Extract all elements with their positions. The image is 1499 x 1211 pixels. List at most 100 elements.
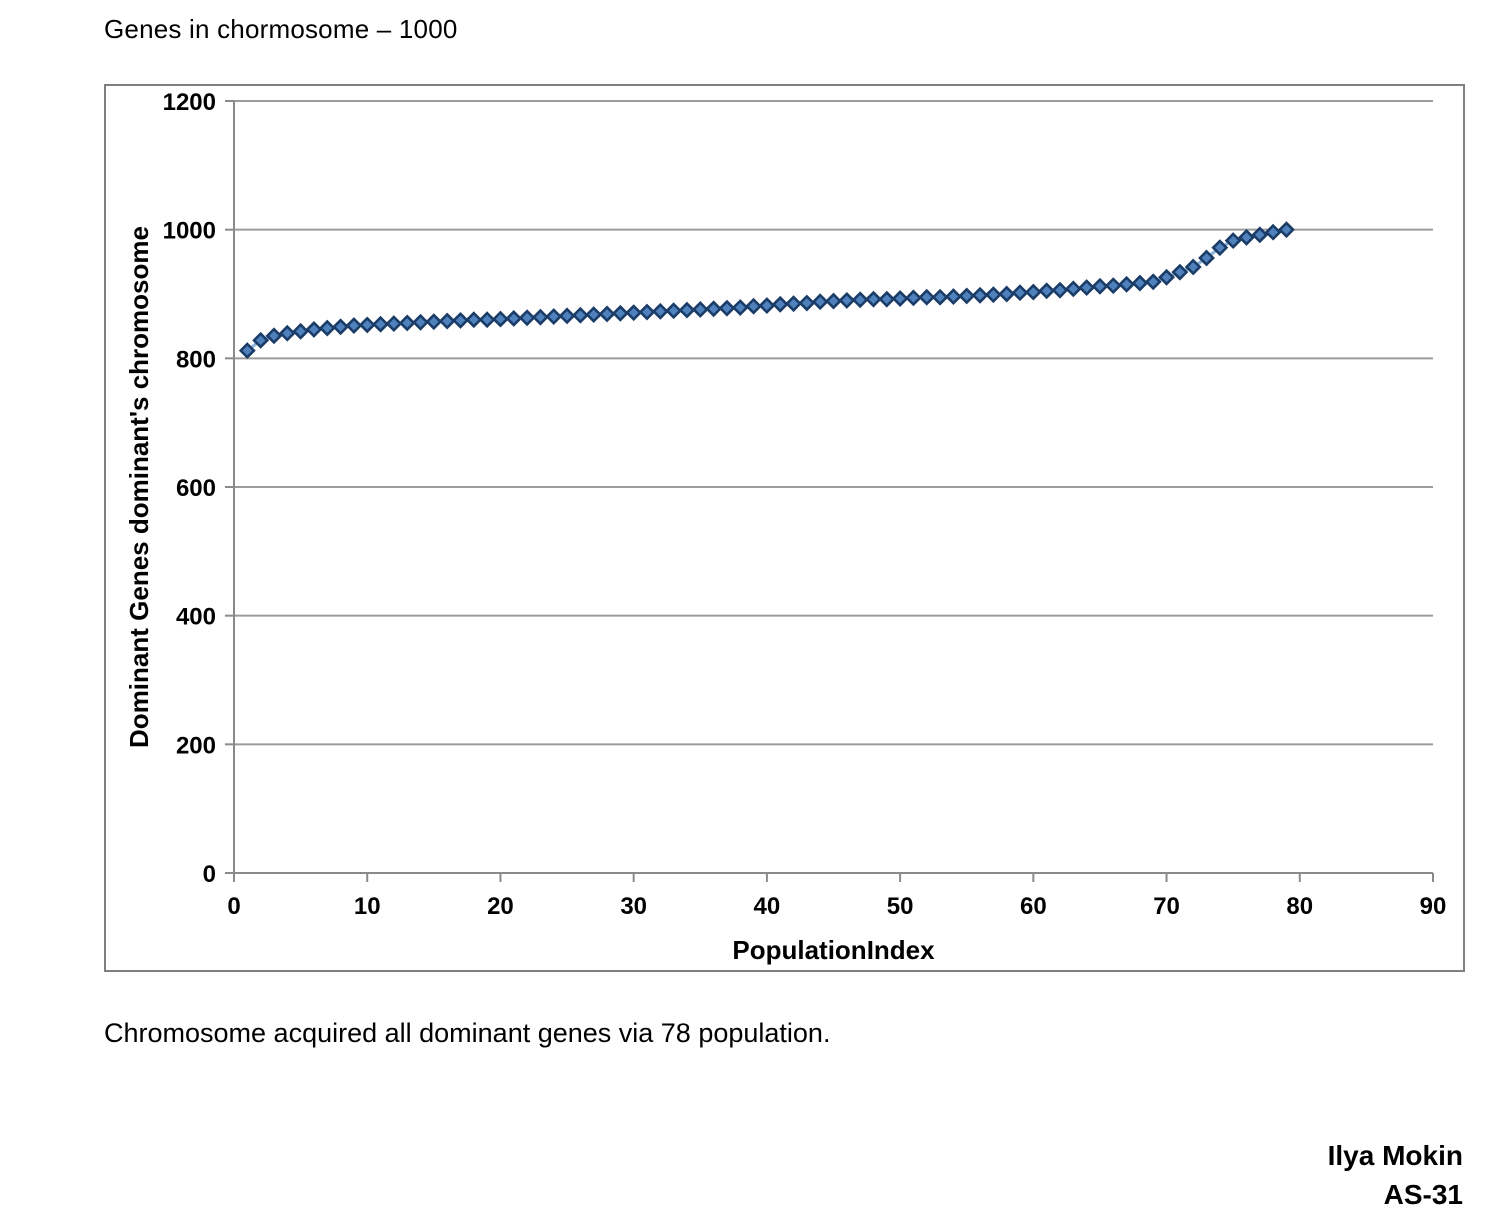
data-point xyxy=(811,293,829,311)
data-point xyxy=(412,313,429,331)
data-point xyxy=(1038,282,1056,300)
data-point xyxy=(478,311,496,329)
data-point xyxy=(678,301,696,319)
data-point xyxy=(1158,268,1175,286)
tick-labels: 0 200 400 600 800 1000 1200 0 10 20 30 40 50 60 70 80 90 xyxy=(163,89,1447,920)
axes xyxy=(225,100,1434,882)
y-tick-label: 400 xyxy=(176,604,216,631)
x-tick-label: 30 xyxy=(620,893,647,920)
data-point xyxy=(904,289,922,307)
data-point xyxy=(918,288,936,306)
caption-text: Chromosome acquired all dominant genes v… xyxy=(104,1018,831,1048)
y-tick-label: 200 xyxy=(176,732,216,759)
data-point xyxy=(705,300,723,318)
data-point xyxy=(425,313,443,331)
data-point xyxy=(505,310,523,327)
data-point xyxy=(1184,258,1202,276)
x-axis-title: PopulationIndex xyxy=(732,935,935,965)
data-point xyxy=(878,290,896,308)
y-tick-label: 1000 xyxy=(163,218,216,245)
data-point xyxy=(492,310,509,328)
data-point xyxy=(785,295,802,313)
data-point xyxy=(731,299,749,316)
data-point xyxy=(452,311,469,329)
data-point xyxy=(372,315,389,333)
signature-block: Ilya Mokin AS-31 xyxy=(1328,1136,1463,1211)
data-point xyxy=(998,285,1016,303)
x-tick-label: 10 xyxy=(354,893,381,920)
data-point xyxy=(984,286,1002,304)
data-point xyxy=(891,290,909,307)
data-point xyxy=(318,319,336,337)
x-tick-label: 0 xyxy=(227,893,240,920)
data-point xyxy=(332,318,350,336)
scatter-plot: 0 200 400 600 800 1000 1200 0 10 20 30 40 50 60 70 80 90… xyxy=(124,89,1447,965)
data-point xyxy=(944,288,962,306)
data-point xyxy=(865,290,882,308)
data-point xyxy=(238,342,256,360)
data-point xyxy=(598,305,616,323)
data-point xyxy=(1104,277,1122,295)
data-point xyxy=(1064,280,1082,298)
data-point xyxy=(825,292,842,310)
data-point xyxy=(1131,274,1149,292)
data-point xyxy=(1238,228,1255,246)
gridlines xyxy=(234,100,1433,874)
x-tick-label: 80 xyxy=(1286,893,1313,920)
data-point xyxy=(252,331,270,349)
data-point xyxy=(265,327,283,345)
data-point xyxy=(1251,226,1269,244)
data-point xyxy=(1198,249,1215,267)
y-axis-title: Dominant Genes dominant's chromosome xyxy=(124,226,154,748)
x-tick-label: 20 xyxy=(487,893,514,920)
chart-title: Genes in chormosome – 1000 xyxy=(104,14,458,44)
data-point xyxy=(292,322,310,340)
data-point xyxy=(385,315,403,333)
data-point xyxy=(1278,221,1295,239)
data-point xyxy=(611,304,629,322)
y-tick-label: 1200 xyxy=(163,89,216,116)
signature-group: AS-31 xyxy=(1383,1179,1463,1210)
data-point xyxy=(1171,263,1189,281)
data-point xyxy=(745,297,763,315)
data-point xyxy=(1091,277,1109,295)
data-point xyxy=(691,301,709,318)
data-point xyxy=(558,307,576,325)
data-point xyxy=(1264,223,1282,241)
data-point xyxy=(465,311,483,329)
data-point xyxy=(1078,279,1096,297)
data-point xyxy=(278,324,296,342)
x-tick-label: 70 xyxy=(1153,893,1180,920)
data-point xyxy=(651,302,669,320)
data-point xyxy=(438,312,456,330)
data-point xyxy=(718,299,736,317)
data-point xyxy=(1051,281,1069,299)
data-point xyxy=(958,287,976,305)
y-tick-label: 800 xyxy=(176,346,216,373)
signature-name: Ilya Mokin xyxy=(1327,1140,1463,1171)
x-tick-label: 90 xyxy=(1420,893,1447,920)
y-tick-label: 0 xyxy=(203,861,216,888)
data-point xyxy=(358,316,376,334)
series-line xyxy=(246,228,1287,352)
data-point xyxy=(838,291,856,309)
series-markers xyxy=(238,221,1295,360)
data-point xyxy=(971,286,989,304)
x-tick-label: 60 xyxy=(1020,893,1047,920)
data-point xyxy=(798,294,816,312)
data-point xyxy=(1224,232,1242,250)
data-point xyxy=(931,288,949,306)
y-tick-label: 600 xyxy=(176,475,216,502)
x-tick-label: 40 xyxy=(754,893,781,920)
data-point xyxy=(305,320,323,338)
x-tick-label: 50 xyxy=(887,893,914,920)
data-point xyxy=(758,297,776,315)
data-point xyxy=(851,291,869,309)
data-point xyxy=(345,317,363,334)
chart-frame: 0 200 400 600 800 1000 1200 0 10 20 30 40 50 60 70 80 90… xyxy=(104,84,1465,972)
data-point xyxy=(1144,273,1162,291)
data-point xyxy=(1011,284,1029,302)
data-point xyxy=(1211,239,1229,257)
data-point xyxy=(518,309,536,327)
